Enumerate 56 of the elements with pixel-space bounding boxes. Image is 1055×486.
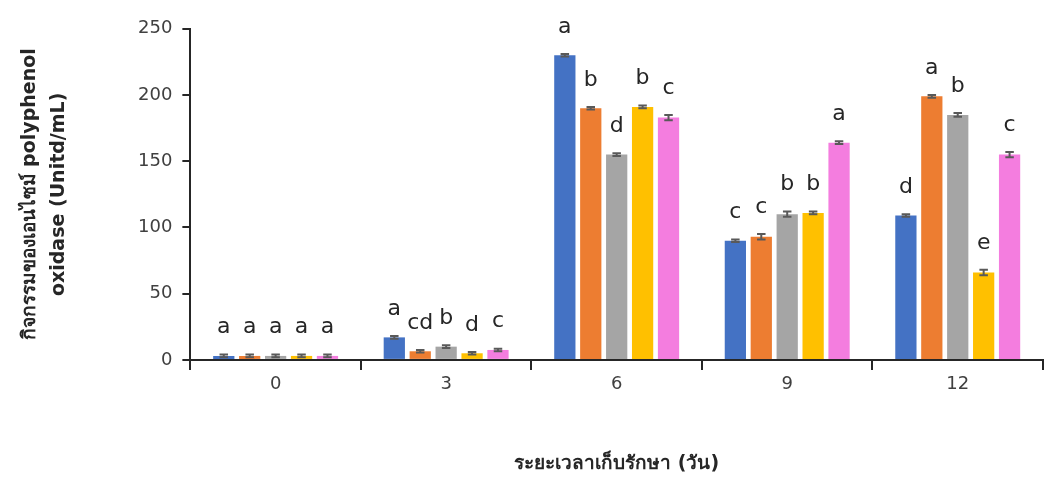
data-label: b [635,64,650,90]
data-label: b [780,170,795,196]
data-label: e [976,228,991,254]
bar [895,215,917,359]
data-label: a [832,100,846,126]
x-tick-label: 3 [440,372,452,394]
data-label: a [925,53,939,79]
y-tick-label: 100 [138,215,173,237]
bar [580,108,602,359]
bar [657,117,680,359]
y-tick-label: 0 [160,347,173,369]
bar [383,337,405,359]
data-label: c [729,198,742,224]
y-tick-label: 150 [138,148,173,170]
x-axis-title: ระยะเวลาเก็บรักษา (วัน) [514,449,720,473]
bar [802,212,824,359]
data-label: d [465,310,480,336]
x-tick-label: 9 [781,372,793,394]
data-label: a [217,313,231,339]
y-tick-label: 50 [149,281,173,303]
y-tick-label: 200 [138,82,173,104]
data-label: d [609,112,624,138]
bar [947,114,969,359]
bar [487,349,509,359]
bar [750,236,772,359]
bar [435,346,457,359]
data-label: cd [407,308,434,334]
data-label: a [320,313,335,339]
y-tick-label: 250 [138,16,173,38]
x-tick-label: 12 [946,372,970,394]
data-label: c [1003,110,1016,136]
x-tick-label: 6 [610,372,623,394]
data-label: b [439,304,454,330]
x-tick-label: 0 [269,372,282,394]
data-label: d [898,172,913,198]
bar [776,214,798,359]
data-label: c [491,307,505,333]
bar [606,154,628,359]
bar [921,96,943,359]
bar [998,154,1021,359]
data-label: c [662,73,675,99]
data-label: b [583,65,598,91]
data-label: a [387,294,402,320]
bar [973,272,995,359]
bar [554,55,576,359]
bar [828,142,850,359]
data-label: a [242,313,257,339]
bar [631,106,654,359]
data-label: a [294,313,309,339]
data-label: b [950,71,965,97]
data-label: b [806,170,821,196]
data-label: c [755,192,768,218]
data-label: a [558,12,572,38]
y-axis-title: กิจกรรมของเอนไซม์ polyphenol oxidase (Unitd/mL) [17,48,68,341]
data-label: a [268,313,283,339]
bar [724,240,746,359]
